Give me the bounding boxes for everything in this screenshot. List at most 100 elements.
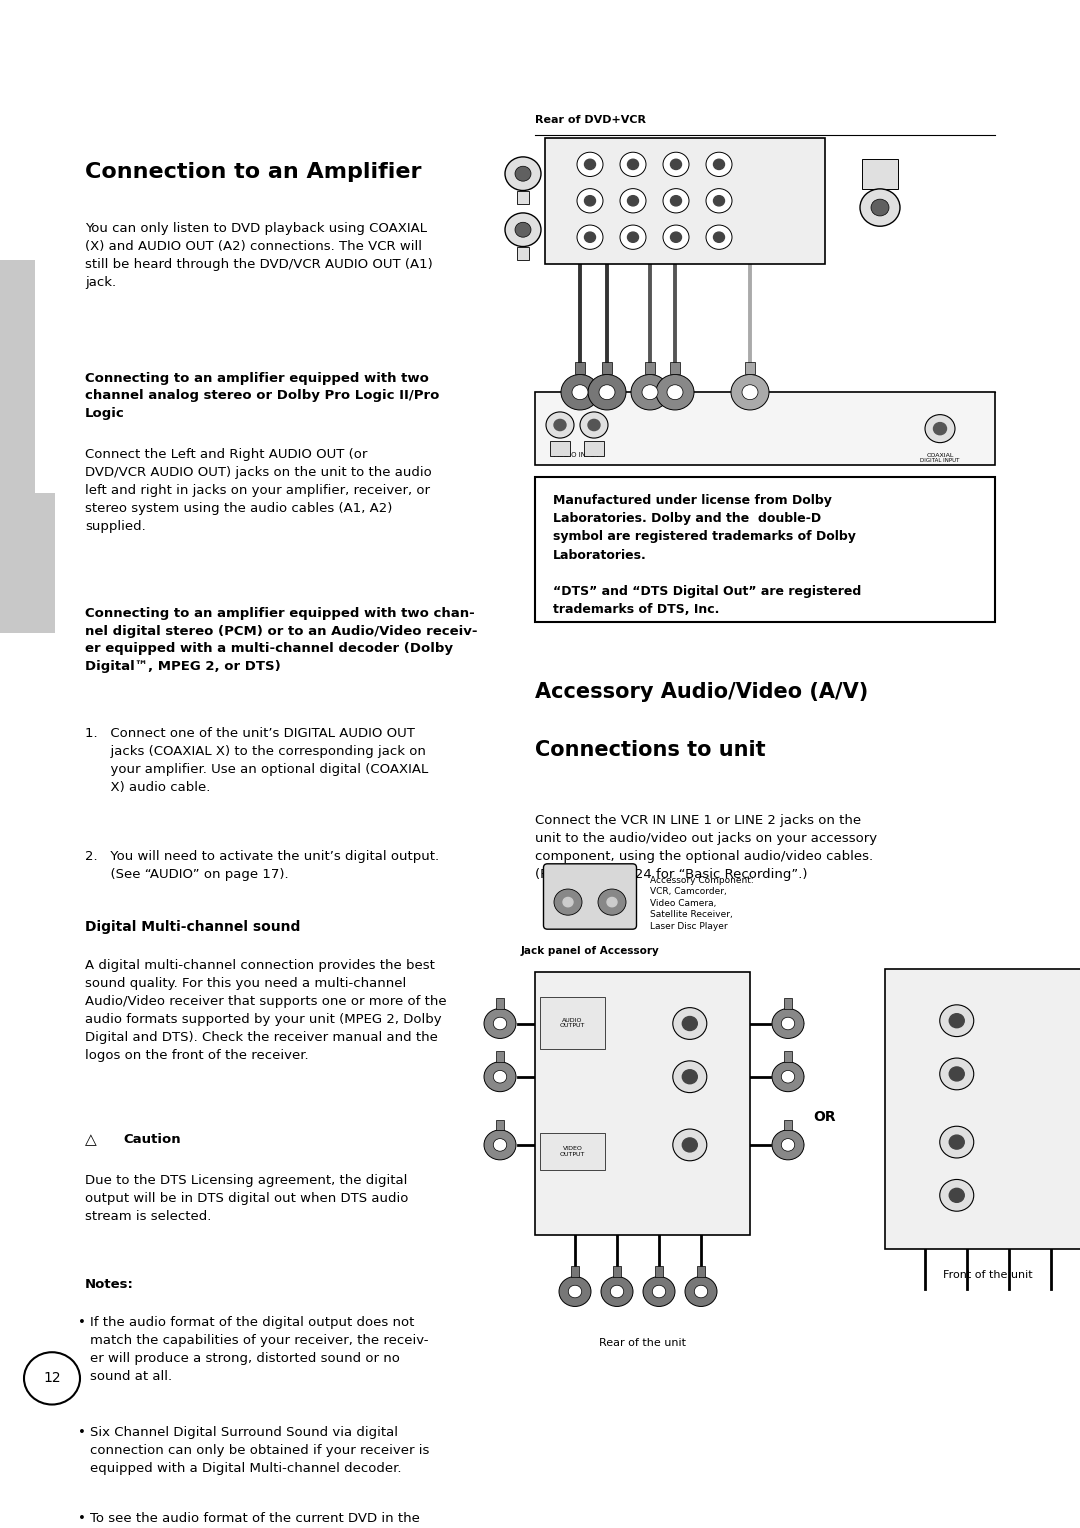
Circle shape — [577, 153, 603, 177]
Text: Laboratories. Dolby and the  double-D: Laboratories. Dolby and the double-D — [553, 512, 821, 526]
Bar — [612, 1267, 621, 1276]
Text: •: • — [78, 1511, 86, 1525]
Bar — [540, 998, 605, 1048]
Text: symbol are registered trademarks of Dolby: symbol are registered trademarks of Dolb… — [553, 530, 855, 544]
Text: trademarks of DTS, Inc.: trademarks of DTS, Inc. — [553, 604, 719, 616]
Bar — [496, 1051, 504, 1062]
Text: Connections to unit: Connections to unit — [535, 740, 766, 759]
Bar — [745, 362, 755, 374]
Circle shape — [772, 1062, 804, 1091]
Circle shape — [860, 189, 900, 226]
Bar — [575, 362, 585, 374]
Circle shape — [627, 159, 638, 170]
Circle shape — [600, 1276, 633, 1306]
Bar — [654, 1267, 663, 1276]
Text: Connect the VCR IN LINE 1 or LINE 2 jacks on the
unit to the audio/video out jac: Connect the VCR IN LINE 1 or LINE 2 jack… — [535, 814, 877, 882]
Circle shape — [494, 1018, 507, 1030]
Circle shape — [620, 188, 646, 212]
Circle shape — [940, 1180, 974, 1212]
Circle shape — [706, 188, 732, 212]
Bar — [670, 362, 680, 374]
Bar — [545, 138, 825, 264]
Bar — [535, 393, 995, 465]
Circle shape — [940, 1005, 974, 1036]
Circle shape — [949, 1067, 964, 1080]
Circle shape — [484, 1131, 516, 1160]
Text: Accessory Audio/Video (A/V): Accessory Audio/Video (A/V) — [535, 681, 868, 701]
Text: Connecting to an amplifier equipped with two
channel analog stereo or Dolby Pro : Connecting to an amplifier equipped with… — [85, 371, 440, 420]
Circle shape — [667, 385, 683, 400]
Circle shape — [620, 225, 646, 249]
Circle shape — [683, 1138, 698, 1152]
Circle shape — [772, 1131, 804, 1160]
Text: Rear of DVD+VCR: Rear of DVD+VCR — [535, 115, 646, 125]
Circle shape — [940, 1057, 974, 1089]
Text: AUDIO
OUTPUT: AUDIO OUTPUT — [559, 1018, 585, 1028]
Circle shape — [949, 1189, 964, 1203]
Circle shape — [940, 1126, 974, 1158]
Text: Rear of the unit: Rear of the unit — [599, 1339, 686, 1348]
Circle shape — [949, 1135, 964, 1149]
Circle shape — [714, 232, 725, 243]
Circle shape — [584, 159, 595, 170]
Text: Digital Multi-channel sound: Digital Multi-channel sound — [85, 920, 300, 934]
Circle shape — [694, 1285, 707, 1297]
Circle shape — [949, 1013, 964, 1028]
Circle shape — [706, 225, 732, 249]
Bar — [35, 260, 60, 494]
Circle shape — [607, 897, 617, 906]
Circle shape — [781, 1071, 795, 1083]
Bar — [535, 477, 995, 622]
Bar — [535, 972, 750, 1236]
Circle shape — [620, 153, 646, 177]
Circle shape — [577, 225, 603, 249]
Circle shape — [642, 385, 658, 400]
Text: DIGITAL INPUT: DIGITAL INPUT — [920, 458, 960, 463]
Circle shape — [494, 1138, 507, 1151]
Bar — [783, 998, 793, 1008]
Circle shape — [554, 889, 582, 915]
Circle shape — [580, 413, 608, 439]
Circle shape — [515, 222, 531, 237]
Text: VIDEO
OUTPUT: VIDEO OUTPUT — [561, 1140, 585, 1151]
Circle shape — [656, 374, 694, 410]
Bar — [645, 362, 656, 374]
Bar — [540, 1132, 605, 1170]
Circle shape — [610, 1285, 624, 1297]
Circle shape — [598, 889, 626, 915]
Circle shape — [683, 1016, 698, 1030]
Circle shape — [515, 167, 531, 182]
Circle shape — [627, 196, 638, 206]
Text: Laboratories.: Laboratories. — [553, 549, 647, 562]
Circle shape — [559, 1276, 591, 1306]
Text: Manufactured under license from Dolby: Manufactured under license from Dolby — [553, 494, 832, 507]
Bar — [862, 159, 897, 189]
Circle shape — [933, 423, 946, 434]
Text: 12: 12 — [43, 1371, 60, 1386]
Circle shape — [577, 188, 603, 212]
Bar — [517, 246, 529, 260]
Bar — [0, 260, 55, 633]
Text: •: • — [78, 1316, 86, 1329]
Bar — [885, 969, 1080, 1250]
Bar — [602, 362, 612, 374]
Text: A1: A1 — [585, 423, 600, 435]
Circle shape — [671, 159, 681, 170]
Text: To see the audio format of the current DVD in the
on-screen display, press A.MON: To see the audio format of the current D… — [90, 1511, 420, 1528]
Circle shape — [572, 385, 588, 400]
Text: Accessory Component:
VCR, Camcorder,
Video Camera,
Satellite Receiver,
Laser Dis: Accessory Component: VCR, Camcorder, Vid… — [650, 876, 754, 931]
Circle shape — [505, 212, 541, 246]
Circle shape — [706, 153, 732, 177]
Text: 2.   You will need to activate the unit’s digital output.
      (See “AUDIO” on : 2. You will need to activate the unit’s … — [85, 850, 440, 880]
Circle shape — [631, 374, 669, 410]
Text: X: X — [751, 423, 759, 435]
Circle shape — [588, 419, 600, 431]
Circle shape — [663, 153, 689, 177]
Text: If the audio format of the digital output does not
match the capabilities of you: If the audio format of the digital outpu… — [90, 1316, 429, 1383]
Circle shape — [924, 414, 955, 443]
Circle shape — [772, 1008, 804, 1039]
Circle shape — [584, 196, 595, 206]
Circle shape — [599, 385, 615, 400]
Circle shape — [652, 1285, 665, 1297]
Text: Jack panel of Accessory: Jack panel of Accessory — [521, 946, 660, 957]
